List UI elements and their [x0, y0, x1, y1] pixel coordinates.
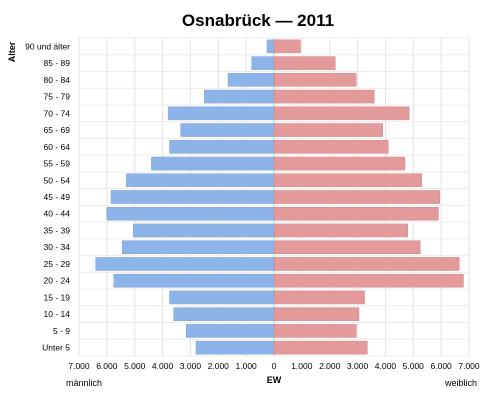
bar-female: [273, 123, 383, 137]
bar-male: [227, 73, 275, 87]
age-group-label: 85 - 89: [44, 58, 71, 68]
bar-male: [121, 240, 275, 254]
age-group-label: 10 - 14: [44, 309, 71, 319]
bar-male: [251, 56, 275, 70]
bar-female: [273, 273, 464, 288]
x-tick-label: 4.000: [152, 361, 174, 371]
bar-male: [169, 290, 275, 305]
x-tick-label: 5.000: [124, 361, 146, 371]
bar-male: [167, 106, 275, 121]
age-group-label: 30 - 34: [44, 242, 71, 252]
bar-female: [273, 257, 460, 271]
age-group-label: 20 - 24: [44, 276, 71, 286]
age-group-label: 70 - 74: [44, 108, 71, 118]
bar-female: [273, 140, 389, 154]
bar-male: [113, 273, 275, 288]
x-tick-label: 3.000: [347, 361, 369, 371]
bar-male: [151, 156, 275, 171]
age-group-label: 35 - 39: [44, 225, 71, 235]
bar-male: [95, 257, 275, 271]
y-axis-label: Alter: [7, 41, 17, 62]
bar-female: [273, 307, 360, 321]
bar-male: [186, 324, 275, 338]
x-tick-label: 3.000: [180, 361, 202, 371]
bar-female: [273, 223, 408, 238]
x-tick-label: 2.000: [319, 361, 341, 371]
age-group-label: 75 - 79: [44, 92, 71, 102]
bar-male: [106, 206, 275, 221]
bar-female: [273, 89, 375, 104]
male-caption: männlich: [66, 378, 102, 388]
bar-female: [273, 290, 365, 305]
bar-male: [204, 89, 275, 104]
bar-female: [273, 190, 440, 204]
age-group-labels: 90 und älter 85 - 89 80 - 84 75 - 79 70 - 74…: [25, 41, 70, 352]
age-group-label: 60 - 64: [44, 142, 71, 152]
bar-male: [169, 140, 275, 154]
bar-male: [133, 223, 275, 238]
bar-female: [273, 73, 357, 87]
female-caption: weiblich: [444, 378, 477, 388]
age-group-label: 5 - 9: [53, 326, 70, 336]
x-tick-label: 6.000: [96, 361, 118, 371]
x-tick-label: 1.000: [236, 361, 258, 371]
bar-male: [195, 340, 275, 355]
bars: [95, 39, 464, 355]
bar-female: [273, 106, 410, 121]
age-group-label: 50 - 54: [44, 175, 71, 185]
age-group-label: 15 - 19: [44, 292, 71, 302]
x-tick-label: 7.000: [458, 361, 480, 371]
bar-male: [126, 173, 275, 188]
bar-female: [273, 206, 439, 221]
x-tick-label: 5.000: [403, 361, 425, 371]
bar-male: [110, 190, 275, 204]
bar-female: [273, 56, 336, 70]
chart-title: Osnabrück — 2011: [182, 11, 334, 30]
bar-female: [273, 340, 368, 355]
age-group-label: 80 - 84: [44, 75, 71, 85]
age-group-label: 25 - 29: [44, 259, 71, 269]
x-tick-label: 7.000: [68, 361, 90, 371]
age-group-label: 55 - 59: [44, 159, 71, 169]
bar-male: [266, 39, 275, 54]
x-tick-label: 4.000: [375, 361, 397, 371]
bar-female: [273, 39, 301, 54]
bar-female: [273, 324, 357, 338]
bar-male: [173, 307, 275, 321]
x-tick-labels: 7.000 6.000 5.000 4.000 3.000 2.000 1.000 0 1.00…: [68, 361, 480, 371]
x-tick-label: 1.000: [291, 361, 313, 371]
age-group-label: Unter 5: [42, 343, 70, 353]
age-group-label: 45 - 49: [44, 192, 71, 202]
x-tick-label: 2.000: [208, 361, 230, 371]
bar-female: [273, 173, 422, 188]
age-group-label: 90 und älter: [25, 41, 70, 51]
age-group-label: 65 - 69: [44, 125, 71, 135]
bar-male: [180, 123, 275, 137]
bar-female: [273, 240, 421, 254]
x-tick-label: 6.000: [431, 361, 453, 371]
bar-female: [273, 156, 406, 171]
age-group-label: 40 - 44: [44, 209, 71, 219]
x-axis-label: EW: [267, 375, 282, 385]
x-tick-label: 0: [272, 361, 277, 371]
